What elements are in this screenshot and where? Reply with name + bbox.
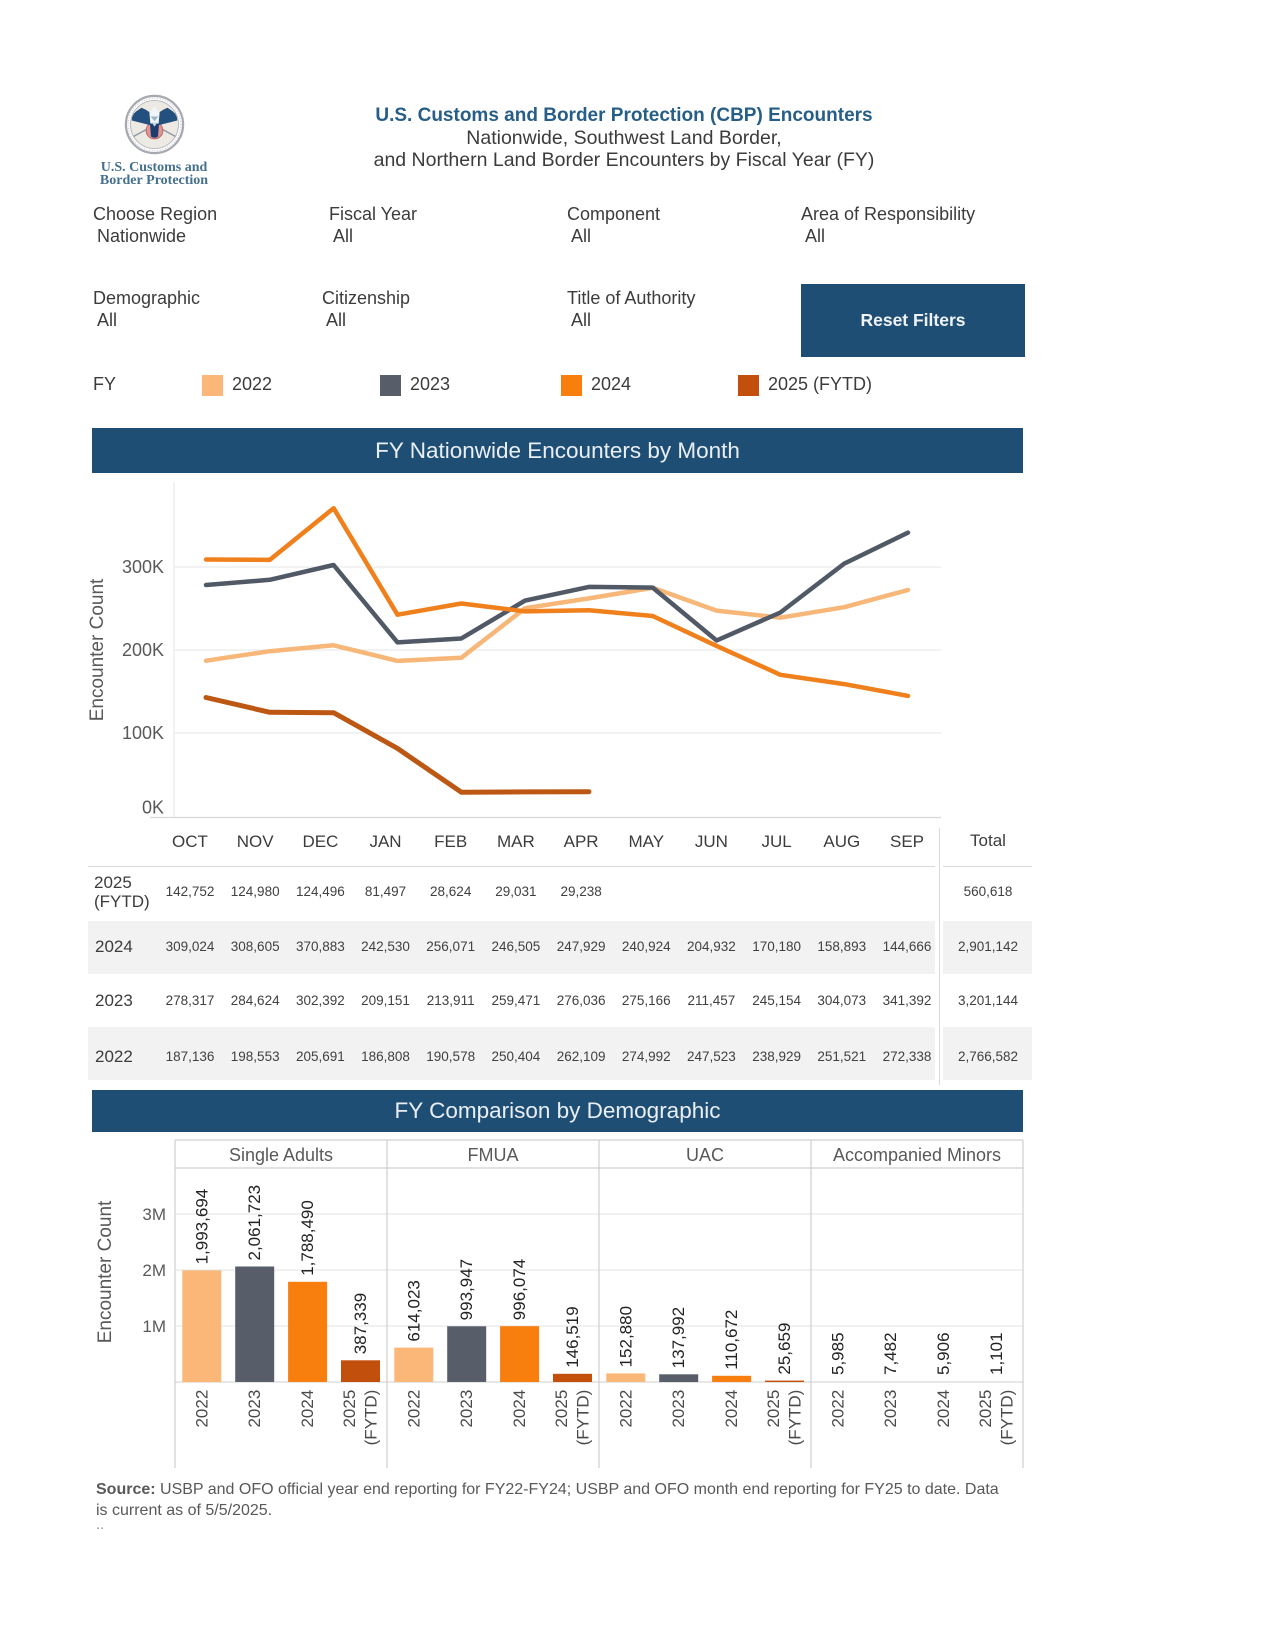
- svg-text:2,061,723: 2,061,723: [245, 1185, 264, 1261]
- svg-text:1M: 1M: [142, 1317, 166, 1336]
- svg-text:2023: 2023: [245, 1390, 264, 1428]
- svg-text:2022: 2022: [404, 1390, 423, 1428]
- svg-text:Encounter Count: Encounter Count: [87, 578, 108, 721]
- svg-text:2023: 2023: [881, 1390, 900, 1428]
- svg-text:25,659: 25,659: [775, 1323, 794, 1375]
- svg-text:2023: 2023: [457, 1390, 476, 1428]
- svg-text:Accompanied Minors: Accompanied Minors: [833, 1145, 1001, 1165]
- svg-text:100K: 100K: [122, 723, 164, 743]
- svg-text:200K: 200K: [122, 640, 164, 660]
- svg-text:2023: 2023: [669, 1390, 688, 1428]
- svg-text:2M: 2M: [142, 1261, 166, 1280]
- svg-text:996,074: 996,074: [510, 1259, 529, 1320]
- svg-text:993,947: 993,947: [457, 1259, 476, 1320]
- svg-text:FMUA: FMUA: [468, 1145, 519, 1165]
- svg-text:5,985: 5,985: [828, 1332, 847, 1375]
- svg-text:2025: 2025: [340, 1390, 359, 1428]
- svg-text:(FYTD): (FYTD): [998, 1390, 1017, 1446]
- svg-text:387,339: 387,339: [351, 1293, 370, 1354]
- svg-text:5,906: 5,906: [934, 1332, 953, 1375]
- svg-text:1,101: 1,101: [987, 1332, 1006, 1375]
- svg-text:2025: 2025: [764, 1390, 783, 1428]
- svg-text:2022: 2022: [616, 1390, 635, 1428]
- svg-text:2024: 2024: [298, 1390, 317, 1428]
- svg-text:0K: 0K: [142, 798, 164, 818]
- svg-text:152,880: 152,880: [616, 1306, 635, 1367]
- svg-text:1,788,490: 1,788,490: [298, 1200, 317, 1276]
- svg-text:(FYTD): (FYTD): [362, 1390, 381, 1446]
- svg-text:300K: 300K: [122, 557, 164, 577]
- svg-text:UAC: UAC: [686, 1145, 724, 1165]
- svg-text:2022: 2022: [192, 1390, 211, 1428]
- svg-text:2025: 2025: [976, 1390, 995, 1428]
- svg-text:2025: 2025: [552, 1390, 571, 1428]
- svg-text:2024: 2024: [510, 1390, 529, 1428]
- svg-text:110,672: 110,672: [722, 1310, 741, 1370]
- svg-text:2024: 2024: [934, 1390, 953, 1428]
- svg-text:(FYTD): (FYTD): [574, 1390, 593, 1446]
- svg-text:1,993,694: 1,993,694: [192, 1189, 211, 1265]
- svg-text:2024: 2024: [722, 1390, 741, 1428]
- svg-text:7,482: 7,482: [881, 1332, 900, 1375]
- svg-text:137,992: 137,992: [669, 1307, 688, 1368]
- svg-text:146,519: 146,519: [563, 1306, 582, 1367]
- svg-text:614,023: 614,023: [404, 1280, 423, 1341]
- svg-text:Encounter Count: Encounter Count: [95, 1200, 116, 1343]
- svg-text:2022: 2022: [828, 1390, 847, 1428]
- svg-text:3M: 3M: [142, 1205, 166, 1224]
- svg-text:(FYTD): (FYTD): [786, 1390, 805, 1446]
- svg-text:Single Adults: Single Adults: [229, 1145, 333, 1165]
